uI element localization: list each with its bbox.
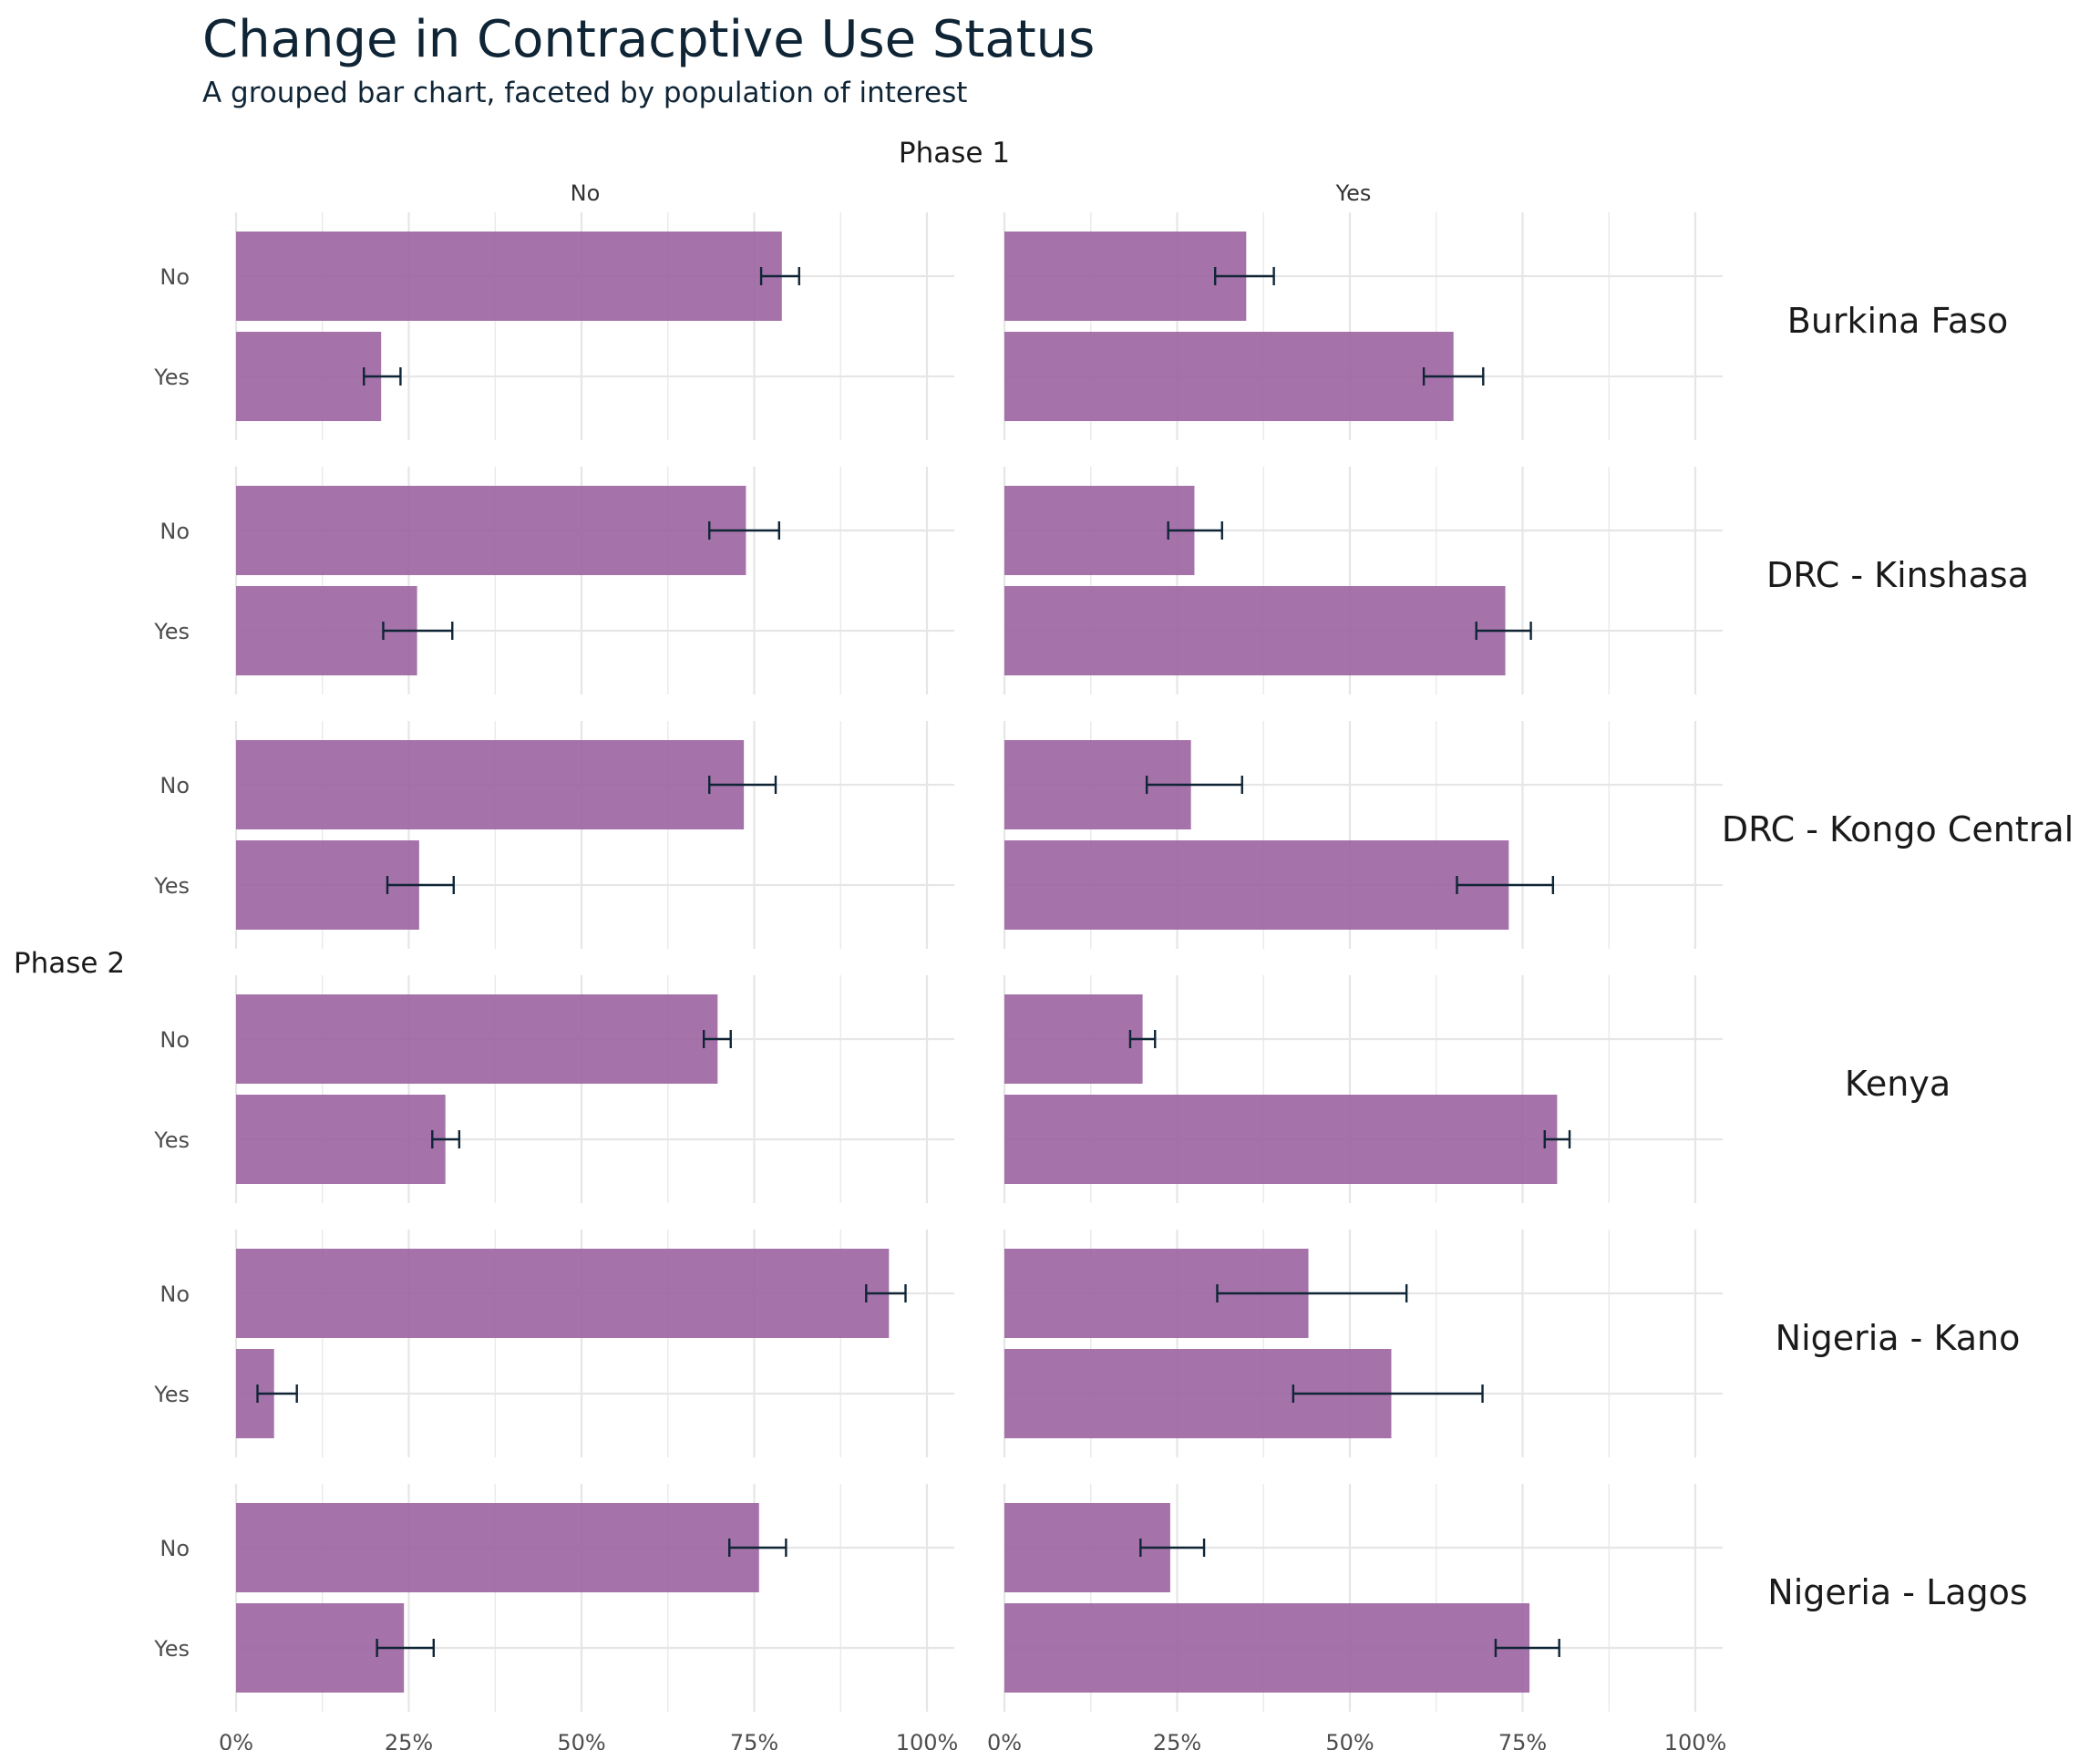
y-tick-label: No [160, 264, 190, 290]
error-bar [431, 1130, 461, 1148]
facet-panel [1003, 975, 1723, 1203]
facet-row: No Yes Burkina Faso [153, 212, 2008, 440]
error-bar [728, 1539, 788, 1557]
bar [236, 1503, 759, 1592]
x-tick-label: 50% [1325, 1730, 1374, 1750]
error-bar [1292, 1385, 1484, 1403]
error-bar [702, 1030, 732, 1048]
column-strip-label: Yes [1335, 180, 1372, 206]
facet-row: No Yes DRC - Kinshasa [153, 467, 2029, 695]
bar [1004, 994, 1143, 1084]
row-strip-label: Burkina Faso [1787, 301, 2009, 341]
bar [1004, 486, 1195, 575]
row-strip-label: DRC - Kongo Central [1722, 809, 2074, 849]
y-tick-label: Yes [153, 1127, 190, 1153]
bar [1004, 586, 1506, 675]
facet-row: No Yes Nigeria - Kano [153, 1230, 2020, 1457]
facet-row: No Yes DRC - Kongo Central [153, 721, 2074, 949]
error-bar [1543, 1130, 1571, 1148]
y-tick-label: No [160, 1536, 190, 1561]
facet-row: No Yes Nigeria - Lagos [153, 1484, 2028, 1712]
facet-panel [234, 1484, 954, 1712]
y-tick-label: Yes [153, 873, 190, 899]
bar [236, 486, 746, 575]
y-tick-label: Yes [153, 1636, 190, 1662]
bar [1004, 1603, 1530, 1693]
facet-panel [234, 721, 954, 949]
error-bar [376, 1639, 435, 1657]
facet-panel [1003, 467, 1723, 695]
x-tick-label: 75% [1498, 1730, 1547, 1750]
error-bar [1128, 1030, 1157, 1048]
bar [1004, 232, 1247, 321]
facet-panel [234, 975, 954, 1203]
facet-panel [234, 1230, 954, 1457]
error-bar [1167, 521, 1223, 540]
y-tick-label: Yes [153, 619, 190, 644]
error-bar [1145, 776, 1243, 794]
facet-panel [1003, 1484, 1723, 1712]
y-tick-label: No [160, 1027, 190, 1053]
error-bar [1494, 1639, 1560, 1657]
x-tick-label: 0% [219, 1730, 253, 1750]
error-bar [1475, 622, 1532, 640]
row-strip-label: Nigeria - Lagos [1767, 1572, 2027, 1612]
bar [236, 740, 745, 829]
bar [1004, 332, 1454, 421]
error-bar [386, 876, 455, 894]
row-strip-label: DRC - Kinshasa [1766, 555, 2029, 595]
y-tick-label: No [160, 773, 190, 798]
error-bar [382, 622, 454, 640]
bar [236, 1095, 446, 1184]
error-bar [363, 367, 402, 386]
x-tick-label: 25% [1153, 1730, 1201, 1750]
error-bar [1456, 876, 1555, 894]
error-bar [759, 267, 800, 285]
plot-area: No Yes No Yes Burkina Faso No Yes DRC - Kinshas… [153, 180, 2074, 1750]
bar [236, 994, 718, 1084]
row-axis-title: Phase 2 [14, 947, 125, 980]
x-tick-label: 100% [896, 1730, 959, 1750]
error-bar [1213, 267, 1275, 285]
error-bar [708, 521, 780, 540]
column-facet-title: Phase 1 [899, 137, 1010, 170]
x-tick-label: 50% [557, 1730, 605, 1750]
facet-row: No Yes Kenya [153, 975, 1951, 1203]
error-bar [708, 776, 777, 794]
bar [1004, 840, 1509, 930]
row-strip-label: Nigeria - Kano [1776, 1318, 2021, 1358]
facet-panel [234, 212, 954, 440]
error-bar [1139, 1539, 1206, 1557]
x-tick-label: 25% [385, 1730, 433, 1750]
error-bar [256, 1385, 298, 1403]
facet-panel [1003, 212, 1723, 440]
y-tick-label: No [160, 519, 190, 544]
bar [236, 232, 782, 321]
row-strip-label: Kenya [1845, 1064, 1951, 1104]
facet-panel [234, 467, 954, 695]
bar [236, 1249, 890, 1338]
column-strip-label: No [571, 180, 601, 206]
bar [236, 332, 382, 421]
error-bar [1422, 367, 1485, 386]
bar [1004, 1095, 1558, 1184]
y-tick-label: Yes [153, 365, 190, 390]
x-tick-label: 75% [730, 1730, 778, 1750]
y-tick-label: No [160, 1282, 190, 1307]
y-tick-label: Yes [153, 1382, 190, 1407]
error-bar [865, 1284, 907, 1302]
chart-subtitle: A grouped bar chart, faceted by populati… [202, 77, 967, 109]
x-tick-label: 0% [987, 1730, 1022, 1750]
error-bar [1216, 1284, 1408, 1302]
x-tick-label: 100% [1664, 1730, 1727, 1750]
facet-panel [1003, 721, 1723, 949]
chart-title: Change in Contracptive Use Status [202, 10, 1095, 69]
facet-panel [1003, 1230, 1723, 1457]
